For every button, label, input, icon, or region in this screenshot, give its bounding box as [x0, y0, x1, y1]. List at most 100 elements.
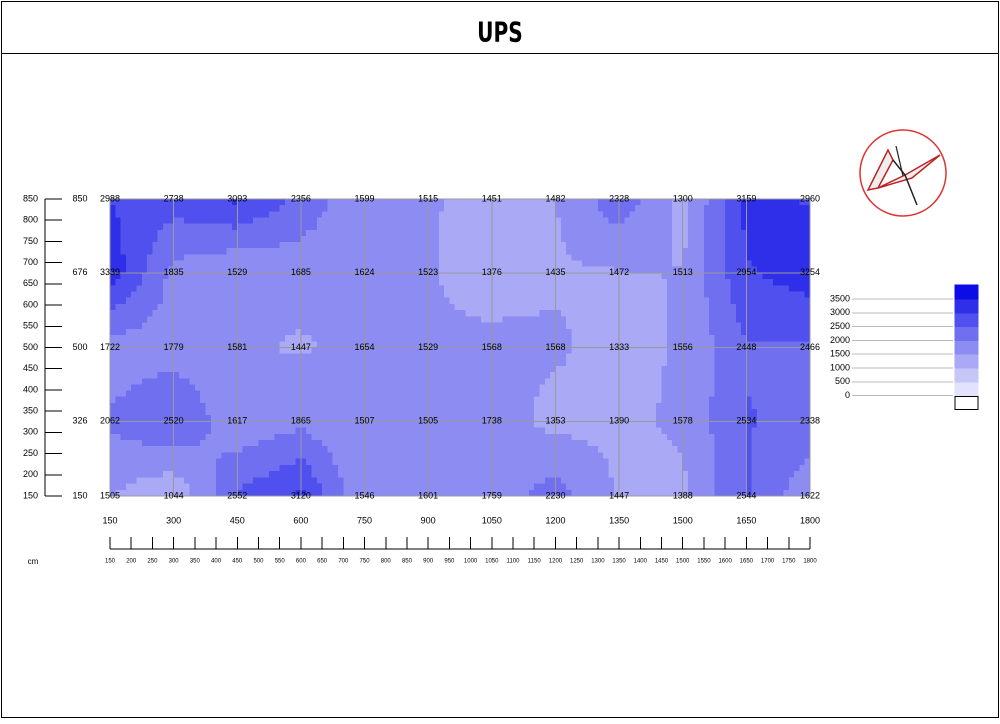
contour-fill: [396, 199, 402, 206]
contour-fill: [290, 329, 296, 336]
contour-fill: [190, 248, 196, 255]
contour-fill: [646, 205, 652, 212]
contour-fill: [322, 310, 328, 317]
contour-fill: [598, 391, 604, 398]
contour-fill: [502, 224, 508, 231]
contour-fill: [662, 360, 668, 367]
contour-fill: [619, 310, 625, 317]
contour-fill: [142, 285, 148, 292]
contour-fill: [433, 230, 439, 237]
contour-fill: [137, 285, 143, 292]
contour-fill: [518, 211, 524, 218]
contour-fill: [502, 254, 508, 261]
contour-fill: [492, 323, 498, 330]
contour-fill: [301, 335, 307, 342]
contour-fill: [115, 335, 121, 342]
contour-fill: [184, 310, 190, 317]
contour-fill: [274, 409, 280, 416]
contour-fill: [683, 224, 689, 231]
contour-fill: [152, 304, 158, 311]
contour-fill: [656, 291, 662, 298]
contour-fill: [375, 372, 381, 379]
contour-fill: [152, 211, 158, 218]
contour-fill: [768, 199, 774, 206]
contour-fill: [333, 298, 339, 305]
contour-fill: [248, 199, 254, 206]
contour-fill: [179, 279, 185, 286]
contour-fill: [619, 242, 625, 249]
contour-fill: [799, 242, 805, 249]
contour-fill: [195, 397, 201, 404]
contour-fill: [412, 366, 418, 373]
contour-fill: [158, 291, 164, 298]
contour-cell: [683, 348, 747, 422]
contour-fill: [184, 452, 190, 459]
contour-fill: [730, 372, 736, 379]
contour-fill: [142, 329, 148, 336]
contour-fill: [778, 372, 784, 379]
contour-fill: [163, 211, 169, 218]
contour-fill: [492, 316, 498, 323]
contour-fill: [396, 285, 402, 292]
contour-fill: [566, 409, 572, 416]
contour-fill: [492, 372, 498, 379]
contour-fill: [327, 298, 333, 305]
contour-fill: [349, 397, 355, 404]
contour-fill: [322, 199, 328, 206]
contour-fill: [545, 217, 551, 224]
contour-fill: [163, 236, 169, 243]
contour-fill: [513, 291, 519, 298]
contour-fill: [365, 236, 371, 243]
contour-fill: [667, 236, 673, 243]
contour-fill: [555, 217, 561, 224]
contour-fill: [333, 403, 339, 410]
contour-fill: [290, 372, 296, 379]
contour-fill: [412, 354, 418, 361]
contour-fill: [524, 329, 530, 336]
contour-fill: [449, 217, 455, 224]
contour-fill: [243, 335, 249, 342]
contour-fill: [529, 211, 535, 218]
contour-fill: [306, 354, 312, 361]
contour-fill: [137, 310, 143, 317]
contour-fill: [667, 329, 673, 336]
contour-fill: [730, 304, 736, 311]
contour-fill: [646, 316, 652, 323]
contour-fill: [375, 230, 381, 237]
contour-fill: [561, 391, 567, 398]
contour-fill: [147, 298, 153, 305]
contour-fill: [121, 428, 127, 435]
contour-fill: [651, 298, 657, 305]
contour-fill: [137, 261, 143, 268]
contour-fill: [386, 391, 392, 398]
contour-fill: [449, 323, 455, 330]
contour-fill: [524, 360, 530, 367]
contour-fill: [418, 397, 424, 404]
contour-fill: [221, 335, 227, 342]
contour-fill: [518, 217, 524, 224]
contour-fill: [646, 291, 652, 298]
contour-fill: [418, 298, 424, 305]
contour-fill: [306, 372, 312, 379]
contour-fill: [439, 261, 445, 268]
contour-fill: [524, 254, 530, 261]
contour-fill: [608, 236, 614, 243]
contour-fill: [608, 224, 614, 231]
contour-fill: [280, 310, 286, 317]
contour-fill: [662, 205, 668, 212]
contour-fill: [730, 298, 736, 305]
contour-fill: [497, 217, 503, 224]
contour-fill: [121, 248, 127, 255]
contour-fill: [704, 230, 710, 237]
contour-fill: [587, 378, 593, 385]
contour-fill: [248, 391, 254, 398]
contour-fill: [598, 273, 604, 280]
contour-fill: [571, 298, 577, 305]
contour-fill: [280, 366, 286, 373]
contour-fill: [163, 354, 169, 361]
contour-fill: [778, 236, 784, 243]
contour-fill: [338, 248, 344, 255]
contour-fill: [704, 378, 710, 385]
contour-fill: [264, 360, 270, 367]
contour-fill: [428, 323, 434, 330]
